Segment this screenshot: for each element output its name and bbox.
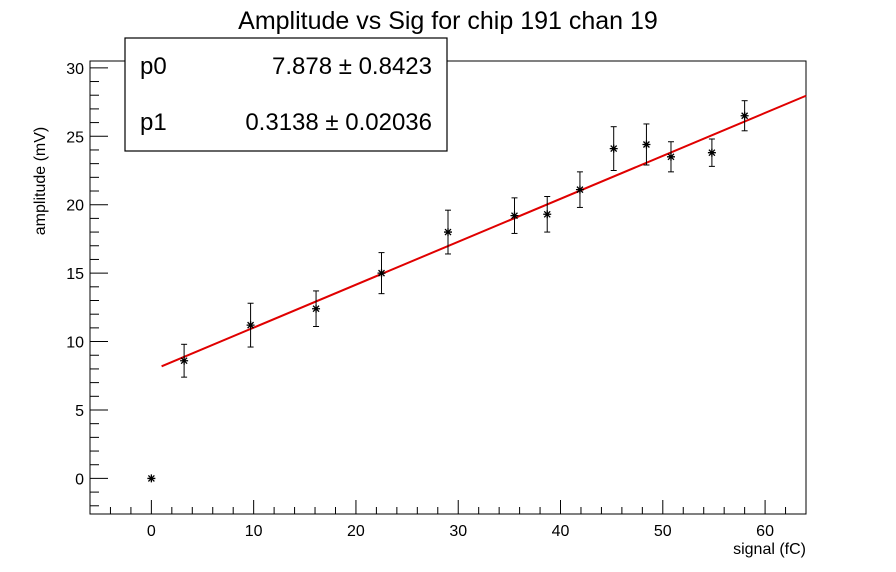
y-tick-label: 20 <box>66 198 84 215</box>
point-marker <box>707 148 716 157</box>
point-marker <box>147 474 156 483</box>
x-axis-title: signal (fC) <box>733 541 806 558</box>
x-tick-label: 30 <box>449 523 467 540</box>
x-tick-label: 10 <box>245 523 263 540</box>
stat-name: p1 <box>140 109 167 136</box>
data-point <box>510 197 519 234</box>
y-tick-label: 5 <box>75 403 84 420</box>
y-tick-label: 15 <box>66 266 84 283</box>
stats-box-frame <box>124 37 448 152</box>
stat-value: 0.3138 ± 0.02036 <box>245 109 432 136</box>
data-point <box>377 252 386 295</box>
x-tick-label: 50 <box>654 523 672 540</box>
data-point <box>246 302 255 348</box>
x-tick-label: 20 <box>347 523 365 540</box>
axes: 0 10 20 30 40 50 60 0 5 10 15 20 25 30 <box>66 60 807 540</box>
data-point <box>543 195 552 233</box>
point-marker <box>575 185 584 194</box>
stat-value: 7.878 ± 0.8423 <box>272 53 432 80</box>
y-tick-label: 30 <box>66 61 84 78</box>
data-point <box>609 126 618 171</box>
fit-stats-box: p0 7.878 ± 0.8423 p1 0.3138 ± 0.02036 <box>124 37 448 152</box>
fit-line <box>161 94 807 368</box>
fit-layer <box>161 94 807 368</box>
points-layer <box>147 100 749 483</box>
y-axis-title: amplitude (mV) <box>32 127 49 235</box>
point-marker <box>444 228 452 237</box>
point-marker <box>510 211 519 220</box>
point-marker <box>180 356 189 365</box>
point-marker <box>609 144 618 153</box>
point-marker <box>666 152 675 161</box>
data-point <box>642 123 651 166</box>
stat-name: p0 <box>140 53 167 80</box>
point-marker <box>543 210 552 219</box>
chart-title: Amplitude vs Sig for chip 191 chan 19 <box>238 7 658 35</box>
point-marker <box>312 304 321 313</box>
x-tick-label: 40 <box>552 523 570 540</box>
data-point <box>444 209 452 255</box>
x-tick-label: 0 <box>147 523 156 540</box>
data-point <box>740 100 749 132</box>
point-marker <box>642 140 651 149</box>
y-tick-label: 0 <box>75 471 84 488</box>
y-tick-label: 10 <box>66 335 84 352</box>
data-point <box>707 138 716 167</box>
point-marker <box>246 321 255 330</box>
data-point <box>575 171 584 208</box>
point-marker <box>377 269 386 278</box>
data-point <box>147 474 156 483</box>
plot-frame <box>89 60 807 515</box>
data-point <box>312 290 321 328</box>
x-tick-label: 60 <box>756 523 774 540</box>
point-marker <box>740 111 749 120</box>
y-tick-label: 25 <box>66 129 84 146</box>
data-point <box>180 343 189 378</box>
data-point <box>666 141 675 173</box>
